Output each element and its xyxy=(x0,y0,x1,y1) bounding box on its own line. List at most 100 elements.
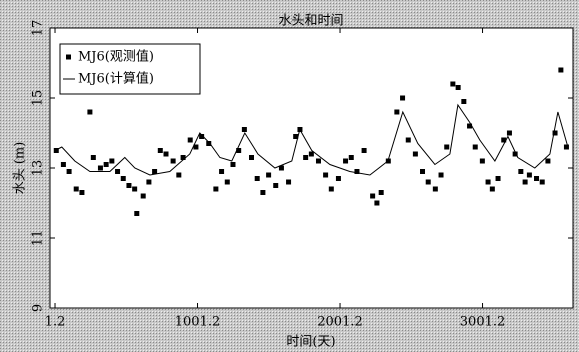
data-point xyxy=(187,137,193,143)
data-point xyxy=(266,172,272,178)
data-point xyxy=(199,134,205,139)
data-point xyxy=(206,141,212,146)
data-point xyxy=(461,99,467,104)
data-point xyxy=(303,155,309,160)
data-point xyxy=(157,148,163,153)
data-point xyxy=(176,172,182,178)
data-point xyxy=(224,179,230,185)
data-point xyxy=(170,158,176,164)
data-point xyxy=(293,134,299,139)
data-point xyxy=(501,137,507,143)
y-tick-label: 13 xyxy=(31,160,46,177)
data-point xyxy=(115,169,121,174)
x-tick-label: 3001.2 xyxy=(460,315,506,330)
data-point xyxy=(545,158,551,164)
data-point xyxy=(278,165,284,171)
data-point xyxy=(219,169,225,174)
data-point xyxy=(66,169,72,174)
data-point xyxy=(103,162,109,167)
y-axis-label: 水头 (m) xyxy=(13,142,28,195)
data-point xyxy=(254,176,260,181)
data-point xyxy=(348,155,354,160)
data-point xyxy=(412,151,418,157)
data-point xyxy=(534,176,540,181)
data-point xyxy=(405,137,411,143)
data-point xyxy=(323,172,329,178)
y-tick-label: 15 xyxy=(31,90,46,107)
data-point xyxy=(53,148,59,153)
data-point xyxy=(361,148,367,153)
data-line xyxy=(54,103,569,176)
legend-label: MJ6(计算值) xyxy=(78,71,154,87)
y-tick-label: 9 xyxy=(31,304,46,312)
data-point xyxy=(90,155,96,160)
data-point xyxy=(394,109,400,115)
x-tick-label: 1.2 xyxy=(45,315,66,330)
data-point xyxy=(432,186,438,192)
data-point xyxy=(354,169,360,174)
data-point xyxy=(236,148,242,153)
y-tick-label: 17 xyxy=(31,20,46,37)
data-point xyxy=(485,179,491,185)
data-point xyxy=(479,158,485,164)
data-point xyxy=(140,193,146,199)
data-point xyxy=(308,151,314,157)
data-point xyxy=(120,176,126,181)
data-point xyxy=(260,190,266,195)
data-point xyxy=(378,190,384,195)
data-point xyxy=(400,95,406,101)
data-point xyxy=(472,144,478,150)
data-point xyxy=(425,179,431,185)
data-point xyxy=(132,186,138,192)
data-point xyxy=(495,176,501,181)
data-point xyxy=(526,172,532,178)
data-point xyxy=(489,186,495,192)
data-point xyxy=(134,211,140,216)
data-point xyxy=(126,183,132,188)
data-point xyxy=(450,81,456,87)
legend xyxy=(59,43,201,95)
data-point xyxy=(73,186,79,192)
data-point xyxy=(522,179,528,185)
data-point xyxy=(420,169,426,174)
data-point xyxy=(328,186,334,192)
data-point xyxy=(249,155,255,160)
data-point xyxy=(539,179,545,185)
data-point xyxy=(315,158,321,164)
x-axis-label: 时间(天) xyxy=(286,335,335,350)
data-point xyxy=(563,144,569,150)
data-point xyxy=(180,155,186,160)
data-point xyxy=(518,169,524,174)
data-point xyxy=(213,186,219,192)
data-point xyxy=(438,172,444,178)
chart-title: 水头和时间 xyxy=(278,14,343,29)
data-point xyxy=(286,179,292,185)
data-point xyxy=(87,109,93,115)
data-point xyxy=(163,151,169,157)
data-point xyxy=(60,162,66,167)
data-point xyxy=(467,123,473,129)
data-point xyxy=(241,127,247,132)
data-point xyxy=(552,130,558,136)
data-point xyxy=(273,183,279,188)
x-tick-label: 1001.2 xyxy=(175,315,221,330)
legend-marker xyxy=(66,54,71,60)
data-point xyxy=(230,162,236,167)
data-point xyxy=(335,176,341,181)
data-point xyxy=(109,158,115,164)
data-point xyxy=(558,67,564,73)
data-point xyxy=(506,130,512,136)
data-point xyxy=(97,165,103,171)
data-point xyxy=(512,151,518,157)
data-point xyxy=(152,169,158,174)
data-point xyxy=(79,190,85,195)
data-point xyxy=(193,144,199,150)
data-point xyxy=(370,193,376,199)
y-tick-label: 11 xyxy=(31,230,46,247)
data-point xyxy=(374,200,380,206)
x-tick-label: 2001.2 xyxy=(317,315,363,330)
data-point xyxy=(146,179,152,185)
data-point xyxy=(444,144,450,150)
data-point xyxy=(455,85,461,90)
